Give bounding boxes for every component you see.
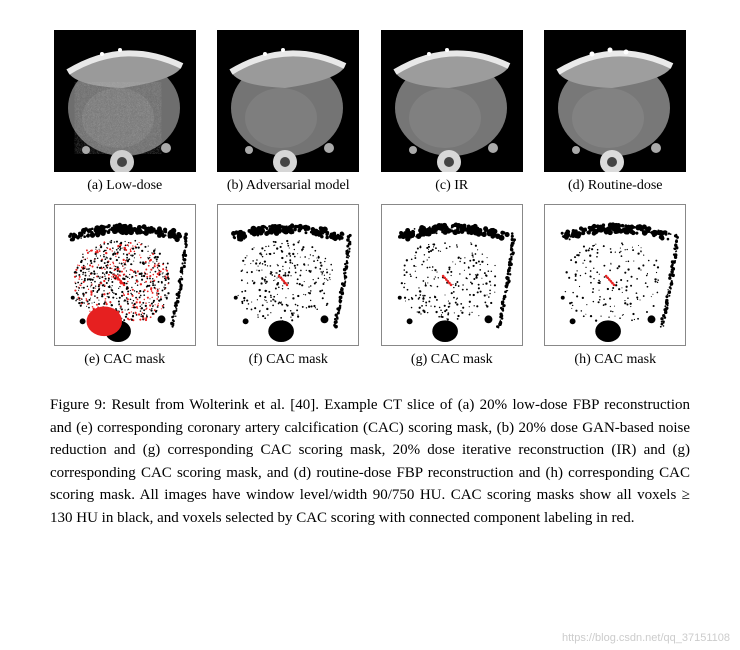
ct-image-lowdose [54,30,196,172]
panel-d: (d) Routine-dose [541,30,691,194]
ct-image-ir [381,30,523,172]
mask-image-e [54,204,196,346]
sublabel-d: (d) Routine-dose [568,178,662,194]
sublabel-f: (f) CAC mask [249,352,328,368]
mask-image-f [217,204,359,346]
sublabel-b: (b) Adversarial model [227,178,350,194]
sublabel-h: (h) CAC mask [574,352,656,368]
sublabel-a: (a) Low-dose [87,178,162,194]
sublabel-e: (e) CAC mask [84,352,165,368]
panel-c: (c) IR [377,30,527,194]
figure-caption: Figure 9: Result from Wolterink et al. [… [50,394,690,529]
panel-h: (h) CAC mask [541,204,691,368]
panel-a: (a) Low-dose [50,30,200,194]
panel-g: (g) CAC mask [377,204,527,368]
ct-image-routine [544,30,686,172]
ct-image-adversarial [217,30,359,172]
sublabel-g: (g) CAC mask [411,352,493,368]
sublabel-c: (c) IR [435,178,468,194]
mask-image-g [381,204,523,346]
panel-f: (f) CAC mask [214,204,364,368]
watermark: https://blog.csdn.net/qq_37151108 [562,632,730,644]
panel-b: (b) Adversarial model [214,30,364,194]
figure-grid: (a) Low-dose (b) Adversarial model [50,30,690,368]
mask-image-h [544,204,686,346]
panel-e: (e) CAC mask [50,204,200,368]
